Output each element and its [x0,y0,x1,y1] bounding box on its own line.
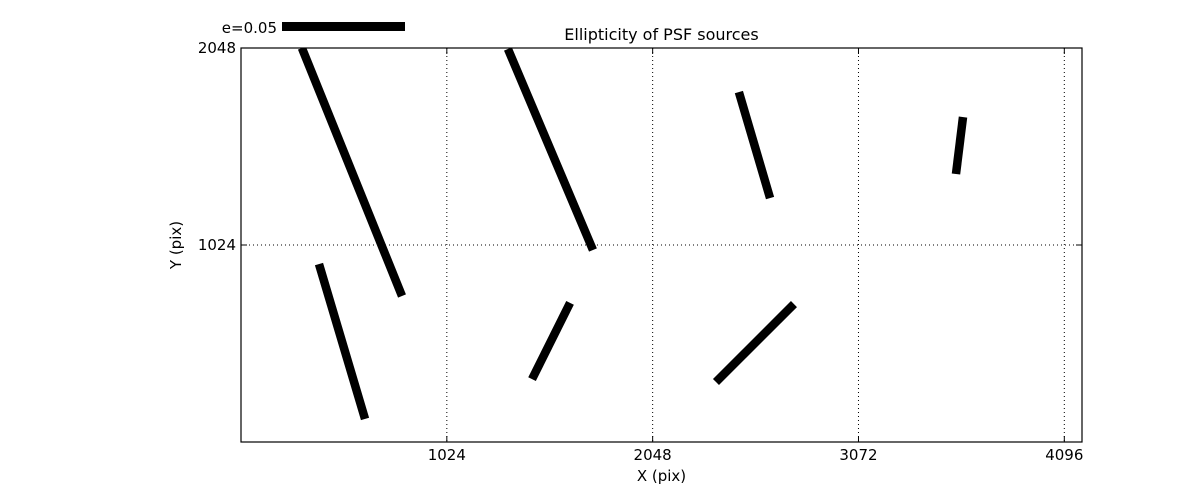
x-tick-label: 4096 [1045,446,1083,464]
gridlines [241,47,1082,442]
axes-border [240,47,1083,443]
chart-title: Ellipticity of PSF sources [564,25,759,44]
psf-ellipticity-whisker [528,301,574,381]
y-tick-label: 2048 [198,39,236,57]
tick-labels: 1024 2048 3072 4096 2048 1024 [198,39,1084,464]
legend-label: e=0.05 [221,19,277,37]
psf-ellipticity-whisker [712,301,797,385]
y-axis-label: Y (pix) [167,220,185,270]
legend-whisker-bar [282,22,405,31]
psf-ellipticity-whisker [504,48,597,252]
x-axis-label: X (pix) [636,467,687,485]
x-tick-label: 1024 [428,446,466,464]
psf-ellipticity-whisker [951,116,968,175]
x-tick-label: 2048 [634,446,672,464]
psf-ellipticity-whisker [297,48,406,298]
x-tick-label: 3072 [839,446,877,464]
psf-ellipticity-whisker [314,262,370,421]
y-tick-label: 1024 [198,236,236,254]
ellipticity-whiskers [297,48,968,421]
psf-ellipticity-whisker [734,90,775,200]
